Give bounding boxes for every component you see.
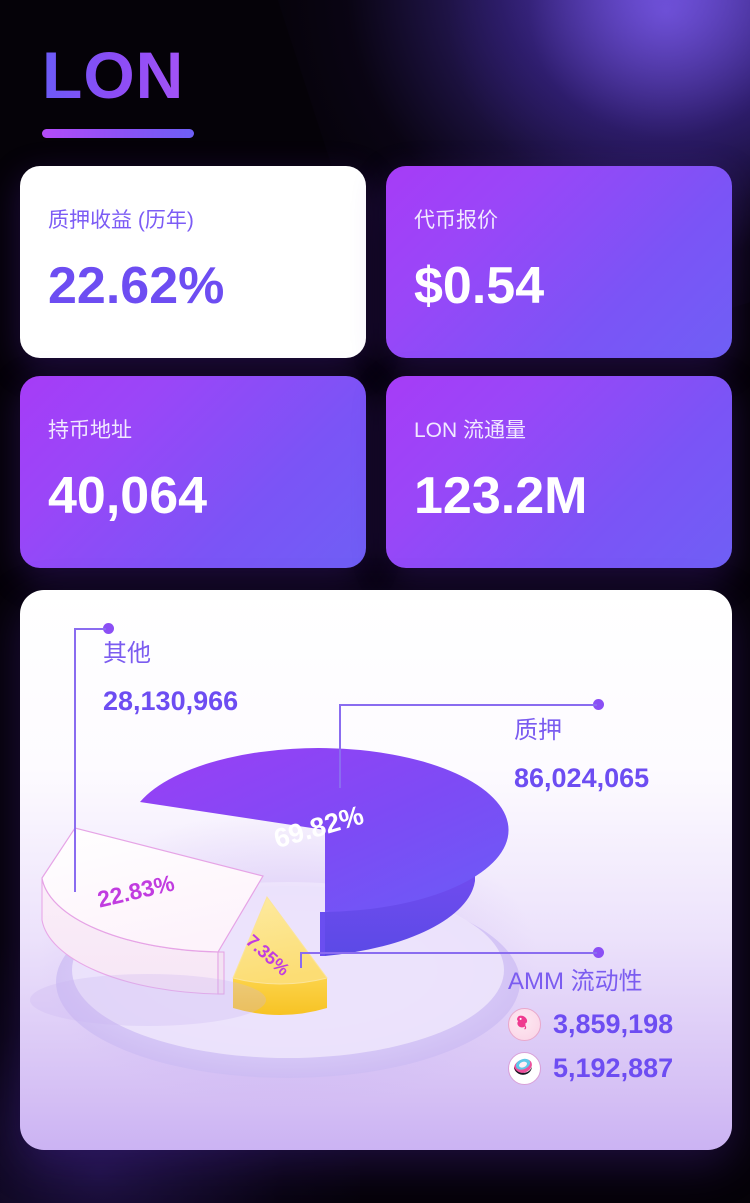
callout-name: 其他 (103, 640, 151, 667)
slice-top-staking (140, 748, 509, 912)
callout-label-amm: AMM 流动性 3,859,198 (508, 970, 673, 1085)
callout-dot-other (103, 623, 114, 634)
stat-card-grid: 质押收益 (历年) 22.62% 代币报价 $0.54 持币地址 40,064 … (20, 166, 732, 586)
title-underline (42, 129, 194, 138)
stat-card-label: 持币地址 (48, 419, 132, 442)
stat-card-value: 123.2M (414, 467, 588, 525)
stat-card-circulating-supply[interactable]: LON 流通量 123.2M (386, 376, 732, 568)
slice-top-amm (233, 897, 327, 984)
callout-name: 质押 (514, 717, 562, 744)
stat-card-value: 22.62% (48, 257, 225, 315)
amm-value-uniswap: 3,859,198 (553, 1009, 674, 1039)
amm-value-sushiswap: 5,192,887 (553, 1053, 674, 1083)
slice-side-staking (325, 837, 475, 956)
page-header: LON (42, 42, 194, 138)
pie-chart-3d (30, 748, 538, 1110)
callout-label-staking: 质押 86,024,065 (514, 719, 649, 792)
callout-label-other: 其他 28,130,966 (103, 642, 238, 715)
callout-line-amm-horizontal (300, 951, 597, 954)
callout-line-other-vertical (74, 627, 76, 892)
stat-card-value: 40,064 (48, 467, 208, 525)
callout-name: AMM 流动性 (508, 968, 643, 995)
stat-card-label: 质押收益 (历年) (48, 209, 194, 232)
stat-card-label: LON 流通量 (414, 419, 527, 442)
amm-row-sushiswap: 5,192,887 (508, 1052, 673, 1085)
chart-inner: 69.82% 22.83% 7.35% 其他 28,130,966 质押 86,… (20, 590, 732, 1150)
callout-line-staking-horizontal (339, 703, 597, 706)
stat-card-staking-apy[interactable]: 质押收益 (历年) 22.62% (20, 166, 366, 358)
amm-row-uniswap: 3,859,198 (508, 1008, 673, 1041)
token-distribution-chart-card: 69.82% 22.83% 7.35% 其他 28,130,966 质押 86,… (20, 590, 732, 1150)
stat-card-holders[interactable]: 持币地址 40,064 (20, 376, 366, 568)
page-title: LON (42, 42, 194, 108)
callout-line-amm-stub (300, 951, 302, 968)
stat-card-row-1: 质押收益 (历年) 22.62% 代币报价 $0.54 (20, 166, 732, 358)
callout-line-staking-vertical (339, 703, 341, 788)
slice-side-amm (233, 978, 327, 1015)
stat-card-token-price[interactable]: 代币报价 $0.54 (386, 166, 732, 358)
callout-line-other-horizontal (74, 627, 106, 630)
sushiswap-icon (508, 1052, 541, 1085)
stat-card-label: 代币报价 (414, 209, 498, 232)
slice-top-other (41, 827, 264, 953)
stat-card-row-2: 持币地址 40,064 LON 流通量 123.2M (20, 376, 732, 568)
callout-value: 86,024,065 (514, 763, 650, 793)
uniswap-icon (508, 1008, 541, 1041)
callout-value: 28,130,966 (103, 686, 239, 716)
callout-dot-amm (593, 947, 604, 958)
callout-dot-staking (593, 699, 604, 710)
amm-breakdown-list: 3,859,198 5,192,887 (508, 1008, 673, 1085)
stat-card-value: $0.54 (414, 257, 545, 315)
